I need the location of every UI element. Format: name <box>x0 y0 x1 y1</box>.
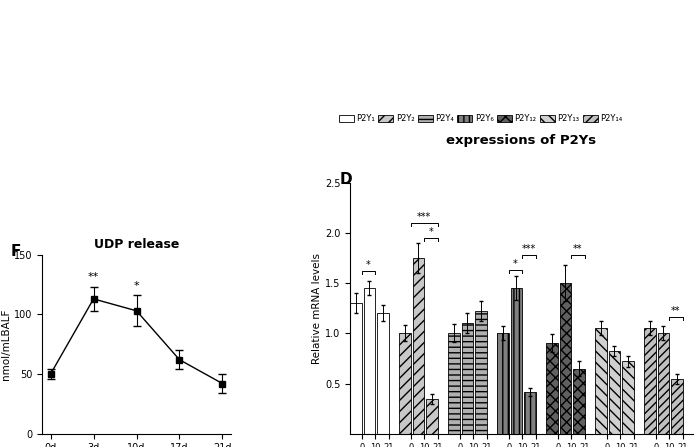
Y-axis label: nmol/mLBALF: nmol/mLBALF <box>1 308 11 380</box>
Text: **: ** <box>88 272 99 282</box>
Bar <box>448 333 460 434</box>
Bar <box>461 324 473 434</box>
Bar <box>363 288 375 434</box>
Bar <box>671 379 682 434</box>
Bar <box>546 343 558 434</box>
Bar <box>524 392 536 434</box>
Title: expressions of P2Ys: expressions of P2Ys <box>447 135 596 148</box>
Text: *: * <box>513 259 518 270</box>
Bar <box>559 283 571 434</box>
Bar <box>595 329 607 434</box>
Text: **: ** <box>671 307 680 316</box>
Bar <box>377 313 389 434</box>
Bar <box>497 333 509 434</box>
Legend: P2Y₁, P2Y₂, P2Y₄, P2Y₆, P2Y₁₂, P2Y₁₃, P2Y₁₄: P2Y₁, P2Y₂, P2Y₄, P2Y₆, P2Y₁₂, P2Y₁₃, P2… <box>337 112 624 125</box>
Bar <box>510 288 522 434</box>
Title: UDP release: UDP release <box>94 238 179 251</box>
Text: **: ** <box>573 245 582 254</box>
Text: *: * <box>428 228 433 237</box>
Text: *: * <box>134 281 139 291</box>
Y-axis label: Relative mRNA levels: Relative mRNA levels <box>312 253 322 364</box>
Text: ***: *** <box>522 245 536 254</box>
Bar <box>426 399 438 434</box>
Bar <box>622 362 634 434</box>
Bar <box>350 304 362 434</box>
Text: D: D <box>340 172 352 187</box>
Bar <box>657 333 669 434</box>
Text: ***: *** <box>417 212 431 222</box>
Bar <box>475 312 486 434</box>
Bar <box>399 333 411 434</box>
Bar <box>573 368 584 434</box>
Bar <box>412 258 424 434</box>
Bar <box>608 351 620 434</box>
Text: F: F <box>10 244 21 259</box>
Text: *: * <box>366 261 371 270</box>
Bar <box>644 329 656 434</box>
